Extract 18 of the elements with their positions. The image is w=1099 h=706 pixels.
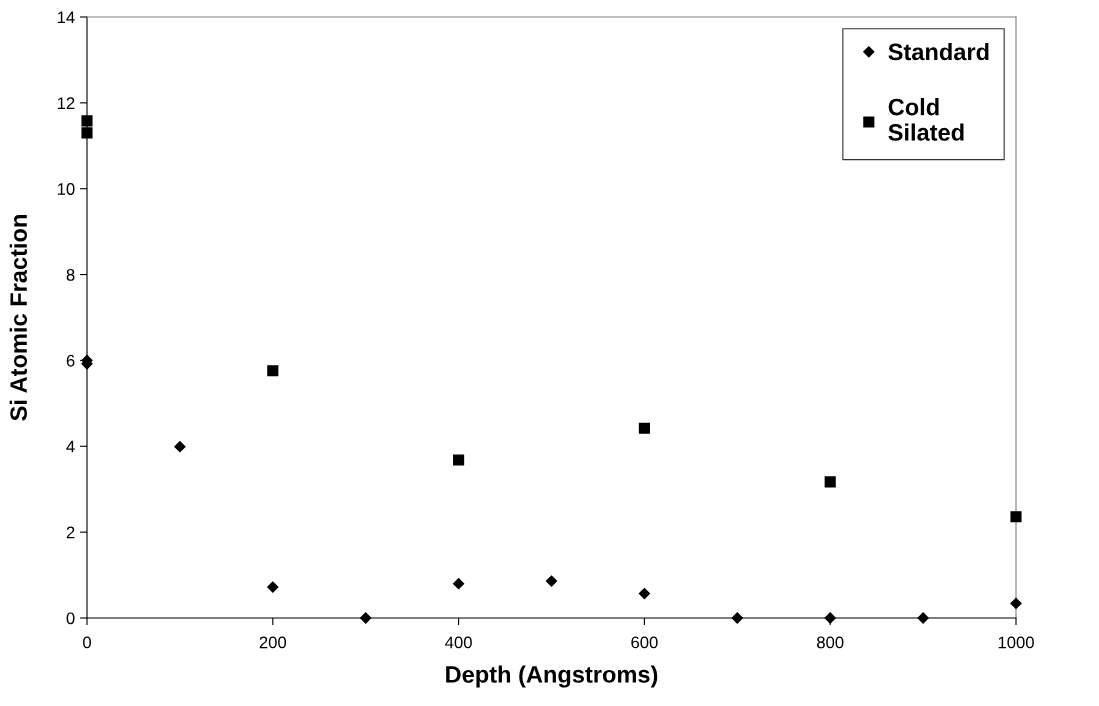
legend-label: Cold Silated [888, 98, 964, 141]
y-tick-label: 2 [66, 526, 75, 539]
y-tick-label: 14 [57, 11, 75, 24]
x-tick-label: 1000 [998, 636, 1034, 649]
y-tick-label: 10 [57, 183, 75, 195]
legend-label: Standard [888, 42, 989, 61]
x-tick-label: 400 [445, 636, 472, 649]
x-tick-label: 800 [817, 636, 844, 649]
y-tick-label: 6 [66, 354, 75, 367]
x-tick-label: 600 [631, 636, 658, 649]
x-tick-label: 0 [83, 636, 91, 649]
x-axis-title: Depth (Angstroms) [446, 665, 658, 688]
y-tick-label: 0 [66, 612, 75, 625]
y-tick-label: 8 [66, 268, 75, 281]
y-tick-label: 12 [57, 97, 75, 109]
x-tick-label: 200 [259, 636, 287, 649]
y-axis-title: Si Atomic Fraction [9, 215, 27, 421]
y-tick-label: 4 [66, 440, 75, 453]
